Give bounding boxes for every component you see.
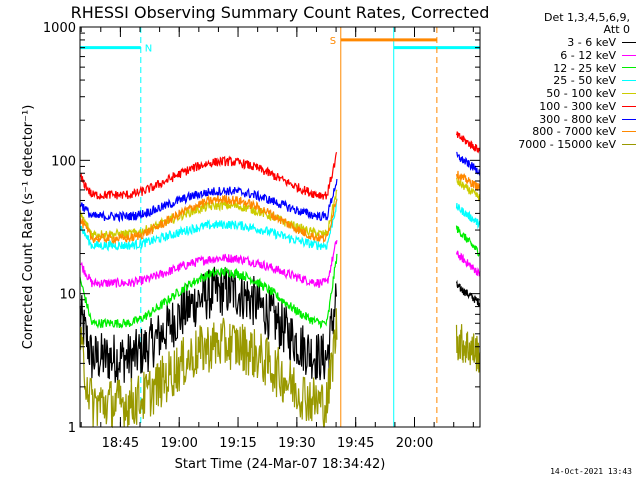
legend-entry-swatch: [622, 131, 636, 133]
legend-entry: 7000 - 15000 keV: [486, 138, 636, 151]
series-12to25kev: [79, 225, 481, 330]
series-line-segment-2: [455, 279, 481, 307]
series-line-segment-1: [79, 198, 338, 252]
y-tick-label: 100: [51, 154, 76, 169]
series-line-segment-2: [455, 202, 481, 230]
series-line-segment-2: [455, 250, 481, 277]
legend-entry: 800 - 7000 keV: [486, 125, 636, 139]
legend-entry-label: 12 - 25 keV: [553, 61, 616, 75]
flag-s-2: S: [330, 27, 438, 427]
x-axis-label: Start Time (24-Mar-07 18:34:42): [175, 457, 386, 472]
series-100to300kev: [79, 131, 481, 200]
legend-entry: 100 - 300 keV: [486, 100, 636, 113]
series-line-segment-1: [79, 253, 338, 330]
series-line-segment-2: [455, 170, 481, 192]
flag-label: S: [330, 36, 336, 47]
flag-label: N: [145, 44, 152, 55]
series-line-segment-1: [79, 240, 338, 289]
legend-entry-swatch: [622, 118, 636, 120]
x-tick-label: 19:15: [219, 436, 256, 451]
legend-entry-swatch: [622, 80, 636, 82]
plot-frame: [79, 26, 481, 428]
series-line-segment-2: [455, 324, 481, 373]
legend-entry-swatch: [622, 41, 636, 43]
series-line-segment-1: [79, 266, 338, 384]
legend-entry: 6 - 12 keV: [486, 49, 636, 62]
legend-entry-label: 100 - 300 keV: [539, 99, 616, 113]
legend-entry-swatch: [622, 93, 636, 95]
legend-entry-label: 50 - 100 keV: [546, 87, 616, 101]
series-line-segment-2: [455, 131, 481, 154]
legend-entry-swatch: [622, 105, 636, 107]
x-tick-label: 20:00: [396, 436, 433, 451]
series-25to50kev: [79, 198, 481, 252]
y-tick-label: 1: [68, 421, 76, 436]
legend-entry-label: 6 - 12 keV: [560, 48, 616, 62]
series-line-segment-2: [455, 225, 481, 257]
series-line-segment-1: [79, 151, 338, 200]
legend-entry: 300 - 800 keV: [486, 113, 636, 126]
legend-rows: 3 - 6 keV 6 - 12 keV 12 - 25 keV 25 - 50 ke…: [486, 36, 636, 151]
legend-entry: 25 - 50 keV: [486, 74, 636, 87]
series-line-segment-1: [79, 308, 338, 429]
chart-title: RHESSI Observing Summary Count Rates, Co…: [71, 3, 490, 22]
y-tick-label: 1000: [43, 21, 76, 36]
legend-entry: 50 - 100 keV: [486, 87, 636, 100]
axis-layer: 1 10 100 1000 18:45 19:00 19:15 19:30 19:45 20:00: [43, 21, 480, 451]
legend-entry-label: 800 - 7000 keV: [532, 125, 616, 139]
legend-entry: 3 - 6 keV: [486, 36, 636, 49]
y-tick-label: 10: [59, 288, 76, 303]
legend-entry-swatch: [622, 67, 636, 69]
legend-entry: 12 - 25 keV: [486, 62, 636, 75]
series-800to7000kev: [79, 170, 481, 245]
series-6to12kev: [79, 240, 481, 289]
data-layer: NS: [79, 27, 481, 429]
legend-detectors: Det 1,3,4,5,6,9,: [543, 11, 630, 24]
series-line-segment-1: [79, 178, 338, 223]
legend-entry-label: 7000 - 15000 keV: [518, 138, 616, 152]
series-line-segment-2: [455, 177, 481, 202]
legend-entry-swatch: [622, 54, 636, 56]
legend-entry-label: 300 - 800 keV: [539, 112, 616, 126]
series-50to100kev: [79, 177, 481, 241]
legend-entry-label: 25 - 50 keV: [553, 74, 616, 88]
legend-entry-label: 3 - 6 keV: [567, 35, 616, 49]
legend-entry-swatch: [622, 144, 636, 146]
legend-attenuator: Att 0: [603, 23, 630, 36]
legend: Det 1,3,4,5,6,9, Att 0 3 - 6 keV 6 - 12 k…: [486, 12, 636, 151]
series-3to6kev: [79, 266, 481, 384]
series-line-segment-2: [456, 151, 481, 176]
x-tick-label: 19:30: [278, 436, 315, 451]
x-tick-label: 19:00: [160, 436, 197, 451]
x-tick-label: 18:45: [102, 436, 139, 451]
series-line-segment-1: [79, 194, 338, 245]
timestamp: 14-Oct-2021 13:43: [550, 467, 632, 476]
series-300to800kev: [79, 151, 481, 223]
x-tick-label: 19:45: [337, 436, 374, 451]
y-axis-label: Corrected Count Rate (s⁻¹ detector⁻¹): [21, 105, 36, 350]
